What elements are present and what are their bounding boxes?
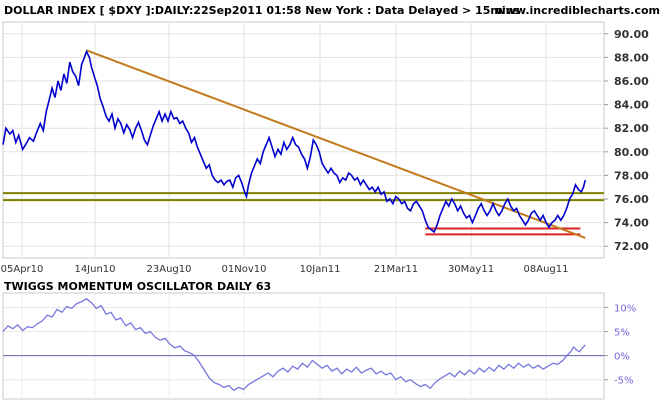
chart-title: DOLLAR INDEX [ $DXY ]:DAILY:22Sep2011 01… — [4, 4, 520, 17]
price-y-tick-label: 88.00 — [614, 51, 649, 64]
x-axis-date-label: 05Apr10 — [1, 264, 44, 275]
price-series-line — [2, 49, 587, 234]
x-axis-date-label: 30May11 — [448, 264, 494, 275]
oscillator-panel-frame — [2, 292, 605, 400]
x-axis-date-label: 21Mar11 — [374, 264, 418, 275]
oscillator-y-tick-label: 10% — [614, 303, 636, 314]
price-y-tick-label: 74.00 — [614, 217, 649, 230]
oscillator-y-tick-label: 5% — [614, 328, 630, 339]
x-axis-date-label: 14Jun10 — [74, 264, 115, 275]
price-y-tick-label: 86.00 — [614, 75, 649, 88]
x-axis-date-label: 10Jan11 — [300, 264, 341, 275]
price-panel-frame — [2, 21, 605, 259]
price-y-tick-label: 78.00 — [614, 169, 649, 182]
downtrend-line — [86, 49, 586, 239]
price-y-tick-label: 82.00 — [614, 122, 649, 135]
site-watermark: www.incrediblecharts.com — [496, 4, 660, 17]
x-axis-date-label: 01Nov10 — [222, 264, 267, 275]
x-axis-date-label: 08Aug11 — [524, 264, 569, 275]
oscillator-series-line — [2, 298, 586, 392]
price-y-tick-label: 76.00 — [614, 193, 649, 206]
oscillator-y-tick-label: 0% — [614, 352, 630, 363]
oscillator-title: TWIGGS MOMENTUM OSCILLATOR DAILY 63 — [4, 280, 271, 293]
price-y-tick-label: 84.00 — [614, 99, 649, 112]
price-y-tick-label: 80.00 — [614, 146, 649, 159]
price-y-tick-label: 90.00 — [614, 28, 649, 41]
oscillator-y-tick-label: -5% — [614, 376, 633, 387]
price-y-tick-label: 72.00 — [614, 240, 649, 253]
x-axis-date-label: 23Aug10 — [147, 264, 192, 275]
